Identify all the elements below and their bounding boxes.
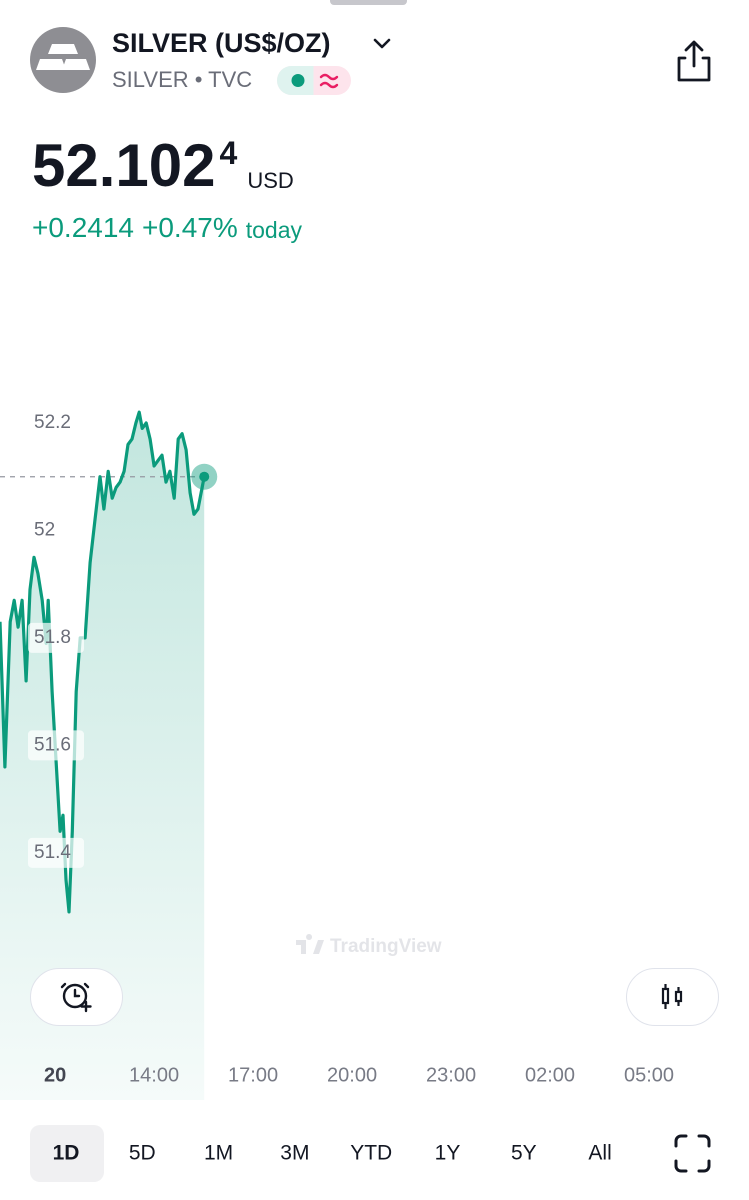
share-button[interactable] [677, 40, 711, 82]
x-tick-label: 02:00 [525, 1064, 575, 1086]
period-button[interactable]: 1Y [435, 1142, 461, 1165]
x-tick-label: 20:00 [327, 1064, 377, 1086]
status-badges[interactable] [277, 66, 351, 95]
period-button[interactable]: All [588, 1142, 611, 1165]
price-main: 52.102 [32, 132, 216, 199]
period-button[interactable]: 1D [53, 1142, 80, 1165]
y-tick-label: 52 [34, 519, 55, 540]
symbol-subtitle: SILVER • TVC [112, 67, 252, 92]
x-tick-label: 17:00 [228, 1064, 278, 1086]
y-tick-label: 51.6 [34, 734, 71, 755]
y-tick-label-bg [28, 730, 84, 761]
selected-period-bg [30, 1125, 104, 1182]
y-tick-label-bg [28, 407, 84, 438]
price-change: +0.2414 +0.47% today [32, 212, 303, 243]
price: 52.102 4 USD [32, 132, 294, 199]
x-tick-label: 14:00 [129, 1064, 179, 1086]
fullscreen-button[interactable] [674, 1134, 711, 1173]
change-abs: +0.2414 [32, 212, 134, 243]
period-button[interactable]: YTD [350, 1142, 392, 1165]
change-period: today [246, 217, 303, 243]
period-button[interactable]: 5Y [511, 1142, 537, 1165]
symbol-icon [30, 27, 96, 93]
watermark-logo [296, 934, 324, 954]
x-tick-label: 20 [44, 1064, 66, 1086]
watermark: TradingView [296, 934, 442, 957]
y-tick-label: 52.2 [34, 412, 71, 433]
area [0, 412, 205, 1100]
symbol-title[interactable]: SILVER (US$/OZ) [112, 28, 331, 58]
chart: TradingView 51.4 51.6 51.8 52 52.2 20 14:00 17:0… [0, 407, 674, 1100]
dropdown-chevron[interactable] [373, 38, 391, 49]
price-tail: 4 [220, 135, 238, 171]
last-point [199, 471, 210, 482]
y-tick-label-bg [28, 515, 84, 546]
y-tick-label: 51.4 [34, 842, 71, 863]
y-tick-label-bg [28, 622, 84, 653]
y-tick-label: 51.8 [34, 627, 71, 648]
watermark-text: TradingView [330, 936, 442, 957]
chart-style-button[interactable] [626, 968, 719, 1026]
period-bar: 1D 5D 1M 3M YTD 1Y 5Y All [53, 1142, 612, 1165]
change-pct: +0.47% [142, 212, 238, 243]
price-currency: USD [247, 168, 293, 193]
x-tick-label: 05:00 [624, 1064, 674, 1086]
y-tick-label-bg [28, 837, 84, 868]
price-line [0, 410, 206, 914]
alert-button[interactable] [30, 968, 123, 1026]
period-button[interactable]: 3M [280, 1142, 309, 1165]
drag-handle [330, 0, 407, 5]
period-button[interactable]: 1M [204, 1142, 233, 1165]
period-button[interactable]: 5D [129, 1142, 156, 1165]
x-tick-label: 23:00 [426, 1064, 476, 1086]
